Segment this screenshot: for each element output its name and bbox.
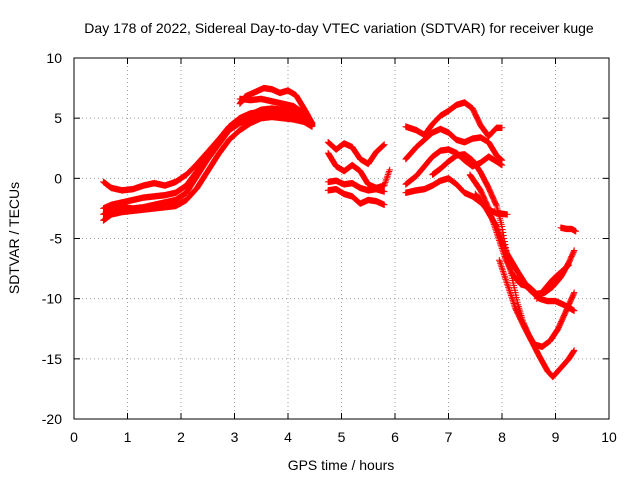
x-tick-label: 5 [338, 429, 346, 445]
series-markers [402, 125, 506, 164]
x-tick-label: 0 [70, 429, 78, 445]
series-markers [100, 110, 316, 218]
series-s7 [324, 139, 388, 168]
y-tick-label: 5 [54, 110, 62, 126]
y-tick-label: -15 [42, 351, 62, 367]
series-markers [496, 257, 578, 381]
grid-lines [74, 58, 609, 419]
series-markers [236, 84, 316, 127]
x-tick-label: 9 [552, 429, 560, 445]
x-tick-label: 3 [231, 429, 239, 445]
series-markers [557, 224, 579, 235]
chart-title: Day 178 of 2022, Sidereal Day-to-day VTE… [84, 20, 594, 36]
series-s4 [100, 110, 316, 218]
x-tick-label: 4 [284, 429, 292, 445]
series-s12 [402, 125, 506, 164]
y-tick-label: -5 [50, 231, 63, 247]
y-tick-label: -10 [42, 291, 62, 307]
x-axis-label: GPS time / hours [288, 457, 395, 473]
series-s20 [557, 224, 579, 235]
series-markers [236, 95, 316, 127]
y-tick-label: 0 [54, 170, 62, 186]
series-markers [533, 261, 573, 302]
series-s9 [324, 177, 388, 195]
series-markers [324, 186, 388, 208]
x-tick-label: 10 [601, 429, 617, 445]
series-s17 [472, 190, 578, 314]
axis-ticks: 0 1 2 3 4 5 6 7 8 9 10 -20 -15 -10 -5 0 5 10 [42, 50, 617, 445]
series-s5 [236, 84, 316, 127]
series-markers [472, 190, 578, 314]
series-s19 [533, 261, 573, 302]
series-s10 [324, 186, 388, 208]
y-tick-label: 10 [46, 50, 62, 66]
x-tick-label: 2 [177, 429, 185, 445]
x-tick-label: 1 [124, 429, 132, 445]
series-s11 [402, 99, 506, 140]
series-markers [324, 177, 388, 195]
y-axis-label: SDTVAR / TECUs [6, 182, 22, 294]
x-tick-label: 8 [498, 429, 506, 445]
x-tick-label: 7 [445, 429, 453, 445]
y-tick-label: -20 [42, 411, 62, 427]
x-tick-label: 6 [391, 429, 399, 445]
series-markers [324, 139, 388, 168]
data-markers [100, 84, 579, 381]
series-s6 [236, 95, 316, 127]
series-markers [402, 99, 506, 140]
series-s18 [496, 257, 578, 381]
